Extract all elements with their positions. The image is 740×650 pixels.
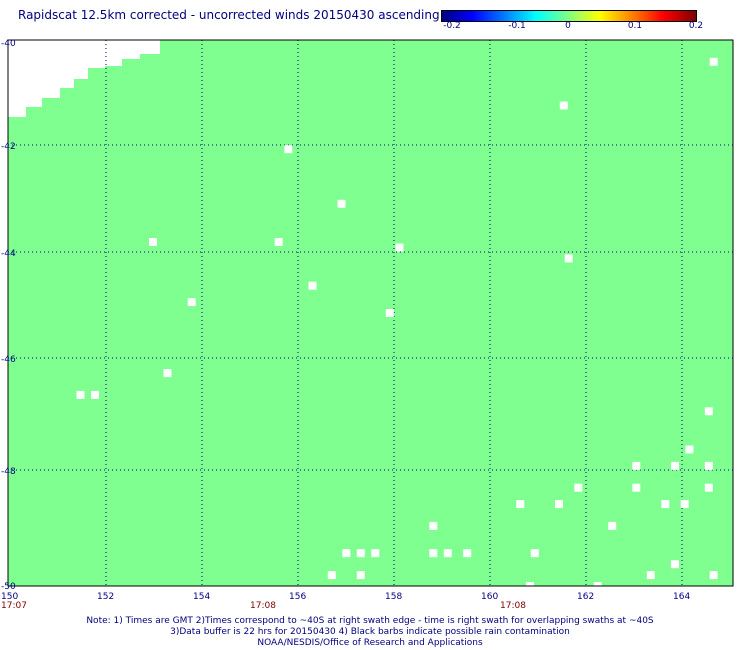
colorbar-label-max: 0.2 bbox=[688, 21, 704, 31]
lat-label-46: -46 bbox=[1, 355, 16, 365]
grid-lines bbox=[8, 40, 733, 586]
note-line-3: NOAA/NESDIS/Office of Research and Appli… bbox=[257, 638, 483, 648]
missing-cell bbox=[680, 500, 689, 509]
lon-label-152: 152 bbox=[97, 592, 114, 602]
time-label-1: 17:07 bbox=[1, 601, 27, 611]
missing-cell bbox=[632, 461, 641, 470]
missing-cell bbox=[704, 483, 713, 492]
missing-cell bbox=[709, 571, 718, 580]
missing-cell bbox=[574, 483, 583, 492]
note-line-1: Note: 1) Times are GMT 2)Times correspon… bbox=[86, 616, 654, 626]
colorbar-label-pos: 0.1 bbox=[627, 21, 643, 31]
no-data-region bbox=[8, 40, 105, 117]
missing-cell bbox=[516, 500, 525, 509]
time-label-3: 17:08 bbox=[500, 601, 526, 611]
colorbar-label-neg: -0.1 bbox=[508, 21, 526, 31]
missing-cell bbox=[385, 309, 394, 317]
missing-cell bbox=[327, 571, 336, 580]
missing-cell bbox=[429, 549, 438, 558]
missing-cell bbox=[704, 407, 713, 416]
map-background bbox=[8, 40, 733, 586]
missing-cell bbox=[342, 549, 351, 558]
time-label-2: 17:08 bbox=[250, 601, 276, 611]
lon-label-150: 150 bbox=[1, 592, 18, 602]
missing-cell bbox=[555, 500, 563, 509]
missing-cell bbox=[149, 238, 157, 246]
lon-label-162: 162 bbox=[577, 592, 594, 602]
missing-cell bbox=[163, 369, 172, 378]
missing-cell bbox=[564, 254, 573, 263]
missing-cell bbox=[646, 571, 655, 580]
lon-label-164: 164 bbox=[673, 592, 690, 602]
colorbar bbox=[441, 10, 697, 22]
missing-cell bbox=[356, 571, 365, 580]
missing-cell bbox=[709, 57, 718, 66]
missing-cell bbox=[704, 461, 713, 470]
lat-label-42: -42 bbox=[1, 142, 16, 152]
missing-cell bbox=[429, 521, 438, 530]
lon-label-156: 156 bbox=[289, 592, 306, 602]
missing-cell bbox=[661, 500, 670, 509]
lon-label-154: 154 bbox=[193, 592, 210, 602]
missing-cell bbox=[76, 390, 85, 399]
missing-cell bbox=[284, 145, 293, 154]
missing-cell bbox=[371, 549, 380, 558]
missing-cell bbox=[356, 549, 365, 558]
missing-cell bbox=[671, 461, 679, 470]
missing-cell bbox=[91, 390, 99, 399]
lat-label-44: -44 bbox=[1, 249, 16, 259]
missing-cell bbox=[337, 199, 346, 208]
lat-label-50: -50 bbox=[1, 582, 16, 592]
missing-cell bbox=[608, 521, 617, 530]
note-line-2: 3)Data buffer is 22 hrs for 20150430 4) … bbox=[170, 627, 570, 637]
lon-label-158: 158 bbox=[385, 592, 402, 602]
colorbar-label-min: -0.2 bbox=[443, 21, 461, 31]
lon-label-160: 160 bbox=[481, 592, 498, 602]
missing-cell bbox=[632, 483, 641, 492]
missing-cell bbox=[463, 549, 472, 558]
missing-cell bbox=[559, 101, 568, 110]
missing-cell bbox=[671, 560, 679, 569]
missing-cell bbox=[685, 445, 694, 454]
missing-cell bbox=[395, 243, 404, 252]
map-frame bbox=[7, 39, 734, 587]
missing-cell bbox=[530, 549, 539, 558]
colorbar-label-zero: 0 bbox=[565, 21, 571, 31]
missing-cell bbox=[308, 281, 317, 290]
missing-cell bbox=[274, 238, 283, 246]
missing-cell bbox=[187, 298, 196, 307]
lat-label-48: -48 bbox=[1, 467, 16, 477]
lat-label-40: -40 bbox=[1, 39, 16, 49]
missing-cell bbox=[443, 549, 452, 558]
map-title: Rapidscat 12.5km corrected - uncorrected… bbox=[18, 8, 440, 22]
